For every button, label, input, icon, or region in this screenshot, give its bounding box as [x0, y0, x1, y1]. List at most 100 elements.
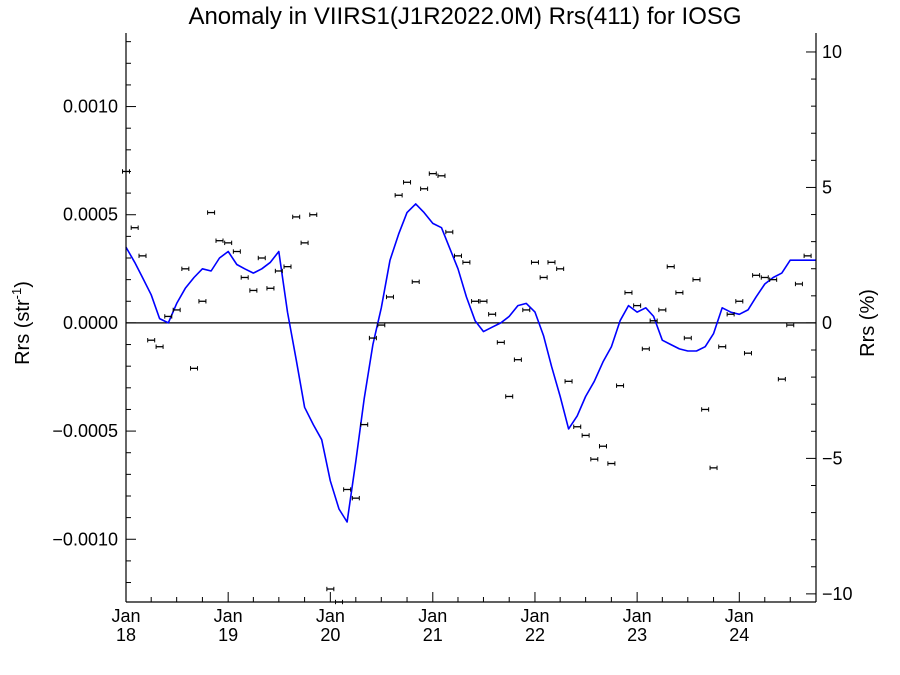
x-tick-year: 20: [320, 625, 340, 645]
data-point: [701, 407, 710, 412]
x-tick-month: Jan: [316, 606, 345, 626]
data-point: [675, 290, 684, 295]
data-point: [385, 294, 394, 300]
data-point: [573, 424, 582, 429]
axes: 0.0010 0.0005 0.0000 −0.0005 −0.0010 10 5 0 −5 −1…: [52, 33, 853, 645]
data-point: [692, 277, 701, 282]
data-point: [769, 277, 778, 282]
data-point: [564, 379, 573, 384]
data-point: [411, 279, 420, 285]
x-tick-month: Jan: [418, 606, 447, 626]
data-point: [505, 394, 514, 399]
y-tick-label: 0.0010: [63, 97, 118, 117]
data-point: [207, 210, 216, 215]
data-point: [786, 322, 795, 328]
data-point: [726, 312, 735, 317]
data-point: [292, 214, 301, 220]
data-point: [598, 444, 607, 449]
y-axis-label: Rrs (str-1): [9, 281, 34, 365]
data-point: [190, 366, 199, 371]
y2-tick-label: −5: [822, 448, 843, 468]
data-point: [743, 350, 752, 356]
data-point: [155, 344, 164, 349]
data-point: [522, 307, 531, 313]
data-point: [437, 173, 446, 178]
data-point: [794, 281, 803, 287]
data-point: [547, 260, 556, 265]
x-tick-month: Jan: [623, 606, 652, 626]
data-point: [607, 461, 616, 466]
data-point: [428, 171, 437, 176]
plot-background: [126, 33, 816, 602]
data-point: [777, 376, 786, 382]
data-point: [147, 338, 156, 343]
data-point: [496, 340, 505, 345]
y2-tick-label: −10: [822, 584, 853, 604]
data-point: [581, 433, 590, 438]
data-point: [471, 299, 480, 304]
data-point: [479, 299, 488, 304]
data-point: [453, 253, 462, 259]
data-point: [445, 229, 454, 235]
x-tick-year: 23: [627, 625, 647, 645]
x-tick-month: Jan: [725, 606, 754, 626]
data-point: [351, 495, 360, 501]
data-point: [130, 225, 139, 230]
data-point: [377, 322, 386, 328]
data-point: [735, 299, 744, 304]
data-point: [198, 299, 207, 304]
data-point: [752, 273, 761, 278]
data-point: [420, 186, 429, 191]
data-point: [249, 288, 258, 293]
data-point: [530, 260, 539, 265]
chart-title: Anomaly in VIIRS1(J1R2022.0M) Rrs(411) f…: [188, 3, 741, 30]
data-point: [641, 346, 650, 352]
data-point: [633, 303, 642, 308]
data-point: [666, 264, 675, 269]
data-point: [513, 357, 522, 362]
data-point: [266, 286, 275, 291]
data-point: [368, 335, 377, 341]
data-point: [181, 266, 190, 272]
x-tick-year: 24: [729, 625, 749, 645]
data-point: [224, 240, 233, 246]
data-point: [649, 318, 658, 323]
y-tick-label: −0.0005: [52, 421, 118, 441]
y-tick-label: 0.0005: [63, 205, 118, 225]
data-point: [274, 268, 283, 274]
data-point: [539, 275, 548, 280]
data-point: [138, 253, 147, 259]
y2-tick-label: 5: [822, 177, 832, 197]
data-point: [683, 335, 692, 341]
data-point: [658, 307, 667, 313]
y2-tick-label: 0: [822, 313, 832, 333]
y2-tick-label: 10: [822, 42, 842, 62]
data-point: [240, 275, 249, 280]
data-point: [283, 264, 292, 269]
series-line: [125, 203, 816, 523]
x-tick-year: 21: [423, 625, 443, 645]
data-point: [709, 465, 718, 471]
data-point: [760, 275, 769, 280]
data-point: [462, 260, 471, 265]
data-point: [394, 193, 403, 198]
x-tick-year: 22: [525, 625, 545, 645]
data-point: [616, 383, 625, 388]
x-tick-year: 18: [116, 625, 136, 645]
data-point: [403, 180, 412, 185]
data-point: [590, 457, 599, 462]
data-point: [215, 238, 224, 243]
data-point: [309, 212, 318, 217]
x-tick-month: Jan: [214, 606, 243, 626]
x-tick-year: 19: [218, 625, 238, 645]
data-point: [164, 314, 173, 319]
data-point: [343, 487, 352, 492]
data-point: [556, 266, 565, 272]
data-point: [803, 253, 812, 259]
chart-marks: [122, 169, 816, 605]
data-point: [257, 255, 266, 261]
data-point: [624, 290, 633, 295]
data-point: [718, 344, 727, 349]
data-point: [300, 240, 309, 246]
